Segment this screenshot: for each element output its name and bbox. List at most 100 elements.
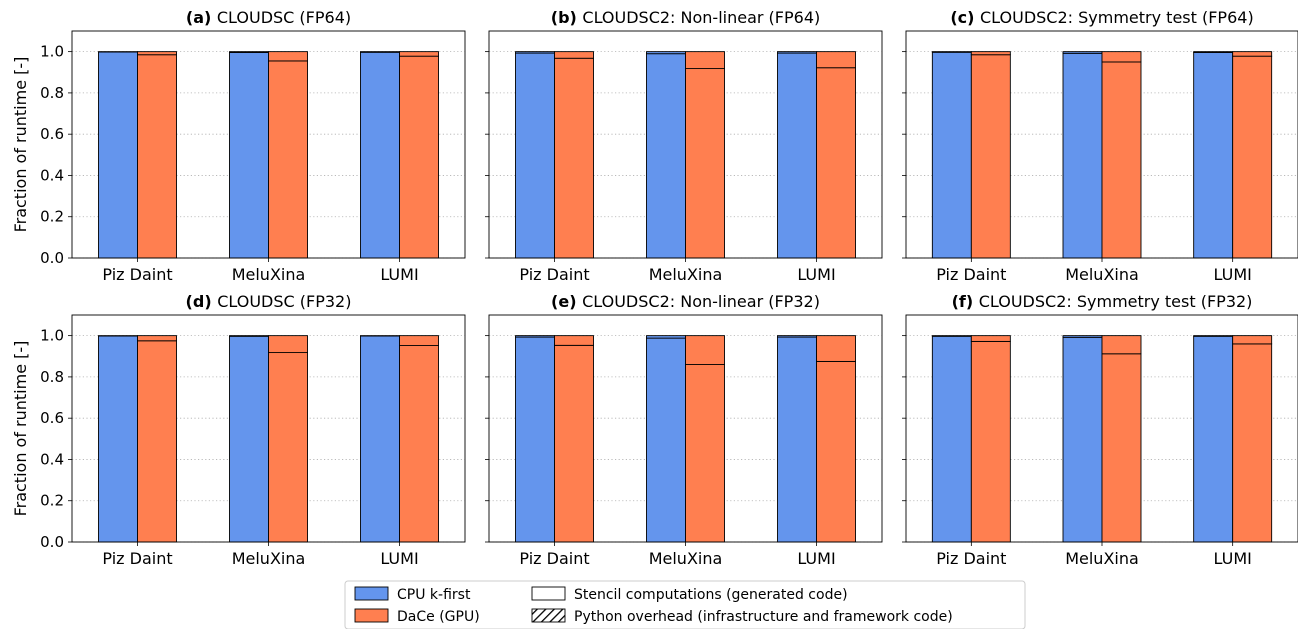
panel-title: (d) CLOUDSC (FP32) (186, 292, 352, 311)
bar-python-overhead (685, 51, 725, 70)
y-tick-label: 0.4 (40, 450, 64, 468)
plot-frame (71, 30, 466, 259)
bar-stencil (931, 335, 972, 543)
bar-stencil (777, 336, 817, 543)
y-axis-label: Fraction of runtime [-] (11, 341, 30, 517)
bar-python-overhead (777, 51, 817, 54)
bar-python-overhead (646, 51, 686, 55)
bar-stencil (1101, 353, 1142, 543)
bar-python-overhead (399, 335, 439, 346)
x-tick-label: MeluXina (1065, 265, 1139, 284)
panel-title-text: CLOUDSC (FP64) (217, 8, 351, 27)
panel-title: (f) CLOUDSC2: Symmetry test (FP32) (952, 292, 1253, 311)
bar-python-overhead (137, 335, 177, 342)
bar-stencil (1232, 343, 1273, 543)
bar-python-overhead (137, 51, 177, 56)
bar-stencil (970, 54, 1011, 259)
bar-python-overhead (1232, 51, 1273, 57)
y-tick-label: 1.0 (40, 327, 64, 345)
chart-panels: 0.0 0.2 0.4 0.6 0.8 1.0 Piz Daint MeluXina LUMI (… (11, 8, 1298, 568)
bar-python-overhead (970, 335, 1011, 342)
y-tick-label: 0.8 (40, 84, 64, 102)
panel-title: (a) CLOUDSC (FP64) (186, 8, 351, 27)
x-tick-label: LUMI (380, 549, 418, 568)
bar-stencil (685, 68, 725, 259)
y-tick-label: 0.8 (40, 368, 64, 386)
bar-python-overhead (515, 51, 555, 54)
bar-stencil (98, 335, 138, 543)
bar-stencil (399, 345, 439, 543)
y-axis-label: Fraction of runtime [-] (11, 57, 30, 233)
x-tick-label: Piz Daint (936, 265, 1006, 284)
bar-python-overhead (229, 335, 269, 337)
bar-stencil (554, 57, 594, 259)
panel-tag: (f) (952, 292, 979, 311)
bar-stencil (970, 340, 1011, 543)
plot-frame (905, 314, 1298, 543)
bar-stencil (777, 52, 817, 259)
bar-python-overhead (554, 51, 594, 59)
bar-python-overhead (1232, 335, 1273, 345)
bar-stencil (1193, 335, 1234, 543)
legend-swatch (354, 586, 389, 601)
bar-python-overhead (1101, 51, 1142, 63)
x-tick-label: MeluXina (1065, 549, 1139, 568)
plot-frame (488, 314, 883, 543)
legend-label: CPU k-first (397, 587, 471, 603)
bar-python-overhead (268, 335, 308, 354)
x-tick-label: MeluXina (649, 265, 723, 284)
bar-python-overhead (931, 335, 972, 337)
bar-python-overhead (816, 51, 856, 69)
bar-python-overhead (229, 51, 269, 53)
x-tick-label: LUMI (797, 265, 835, 284)
x-tick-label: Piz Daint (102, 549, 172, 568)
panel-title-text: CLOUDSC2: Symmetry test (FP32) (979, 292, 1253, 311)
x-tick-label: MeluXina (649, 549, 723, 568)
bar-stencil (360, 335, 400, 543)
bar-stencil (1101, 61, 1142, 259)
chart-panel: 0.0 0.2 0.4 0.6 0.8 1.0 Piz Daint MeluXina LUMI (… (11, 292, 466, 568)
panel-title: (e) CLOUDSC2: Non-linear (FP32) (551, 292, 820, 311)
bar-python-overhead (515, 335, 555, 338)
bar-stencil (515, 336, 555, 543)
bar-stencil (137, 54, 177, 259)
x-tick-label: Piz Daint (102, 265, 172, 284)
x-tick-label: Piz Daint (936, 549, 1006, 568)
bar-stencil (229, 52, 269, 259)
plot-frame (71, 314, 466, 543)
bar-python-overhead (1193, 51, 1234, 53)
chart-panel: Piz Daint MeluXina LUMI (e) CLOUDSC2: Non-l… (485, 292, 883, 568)
bar-python-overhead (685, 335, 725, 365)
x-tick-label: Piz Daint (519, 549, 589, 568)
bar-python-overhead (1101, 335, 1142, 355)
bar-python-overhead (554, 335, 594, 346)
bar-python-overhead (360, 51, 400, 53)
y-tick-label: 0.4 (40, 166, 64, 184)
bar-stencil (1232, 55, 1273, 259)
bar-stencil (137, 340, 177, 543)
bar-python-overhead (646, 335, 686, 339)
panel-tag: (e) (551, 292, 582, 311)
bar-stencil (646, 53, 686, 259)
bar-python-overhead (399, 51, 439, 57)
x-tick-label: MeluXina (232, 265, 306, 284)
y-tick-label: 0.0 (40, 533, 64, 551)
panel-tag: (c) (950, 8, 980, 27)
bar-stencil (554, 344, 594, 543)
bar-stencil (1062, 336, 1103, 543)
bar-python-overhead (777, 335, 817, 338)
panel-title: (b) CLOUDSC2: Non-linear (FP64) (551, 8, 821, 27)
legend-swatch (531, 608, 566, 623)
legend: CPU k-first DaCe (GPU) Stencil computation… (344, 580, 1026, 629)
x-tick-label: LUMI (380, 265, 418, 284)
bar-stencil (229, 335, 269, 543)
y-tick-label: 0.2 (40, 208, 64, 226)
bar-stencil (1193, 52, 1234, 259)
plot-frame (488, 30, 883, 259)
chart-panel: 0.0 0.2 0.4 0.6 0.8 1.0 Piz Daint MeluXina LUMI (… (11, 8, 466, 284)
bar-python-overhead (1062, 51, 1103, 54)
legend-box (344, 580, 1026, 629)
bar-stencil (816, 360, 856, 543)
legend-label: DaCe (GPU) (397, 609, 480, 625)
panel-title-text: CLOUDSC2: Non-linear (FP64) (582, 8, 820, 27)
